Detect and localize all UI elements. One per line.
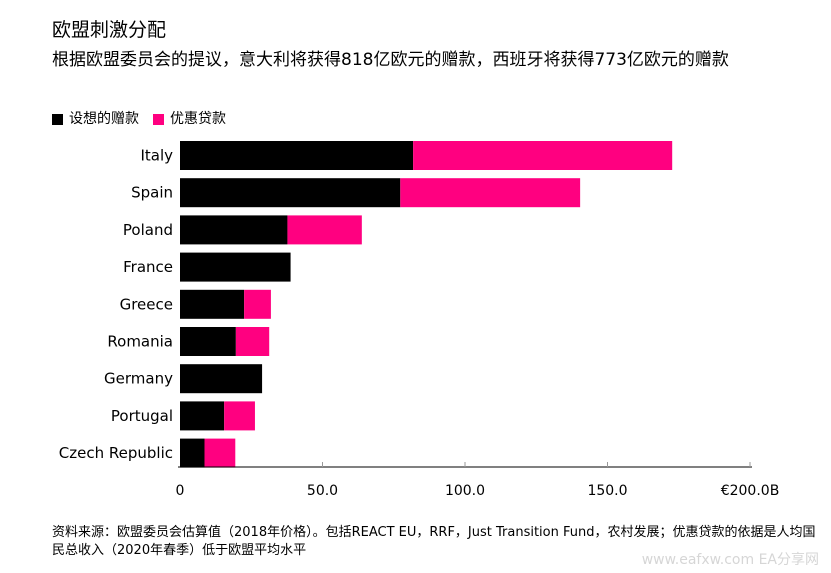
bar-germany-grants: [180, 364, 263, 394]
bar-chart: Italy Spain Poland France Greece Romania Germa…: [59, 141, 780, 499]
x-tick-label-1: 50.0: [307, 483, 338, 499]
category-label-czech-republic: Czech Republic: [59, 444, 173, 462]
legend: 设想的赠款 优惠贷款: [52, 109, 240, 129]
x-tick-label-0: 0: [176, 483, 185, 499]
legend-item-grants: 设想的赠款: [52, 109, 139, 129]
category-label-germany: Germany: [104, 370, 173, 388]
x-tick-label-3: 150.0: [587, 483, 627, 499]
bar-portugal-grants: [180, 401, 225, 431]
bar-czech-republic-loans: [204, 438, 236, 468]
bar-poland-grants: [180, 215, 288, 245]
chart-title: 欧盟刺激分配: [52, 19, 167, 41]
category-label-poland: Poland: [123, 221, 173, 239]
watermark: www.eafxw.com EA分享网: [641, 552, 819, 568]
x-tick-label-2: 100.0: [445, 483, 485, 499]
legend-label-loans: 优惠贷款: [170, 111, 226, 127]
bar-spain-loans: [400, 178, 581, 208]
legend-swatch-grants: [52, 113, 63, 125]
category-label-italy: Italy: [140, 147, 173, 165]
bar-greece-loans: [244, 289, 271, 319]
bar-france-grants: [180, 252, 291, 282]
bar-greece-grants: [180, 289, 245, 319]
category-label-france: France: [123, 258, 173, 276]
source-note: 资料来源：欧盟委员会估算值（2018年价格）。包括REACT EU，RRF，Ju…: [52, 525, 816, 558]
bar-italy-loans: [413, 141, 673, 170]
bar-poland-loans: [287, 215, 362, 245]
bar-romania-grants: [180, 327, 236, 356]
legend-label-grants: 设想的赠款: [69, 111, 139, 127]
category-label-spain: Spain: [131, 184, 173, 202]
bar-portugal-loans: [224, 401, 255, 431]
category-label-romania: Romania: [107, 333, 173, 351]
bar-spain-grants: [180, 178, 401, 208]
chart-subtitle: 根据欧盟委员会的提议，意大利将获得818亿欧元的赠款，西班牙将获得773亿欧元的…: [52, 50, 729, 70]
x-tick-label-4: €200.0B: [721, 483, 780, 499]
legend-item-loans: 优惠贷款: [153, 109, 226, 129]
legend-swatch-loans: [153, 113, 164, 125]
category-label-portugal: Portugal: [111, 407, 173, 425]
bar-romania-loans: [235, 327, 270, 356]
category-label-greece: Greece: [120, 295, 173, 313]
bar-czech-republic-grants: [180, 438, 205, 468]
bar-italy-grants: [180, 141, 414, 170]
